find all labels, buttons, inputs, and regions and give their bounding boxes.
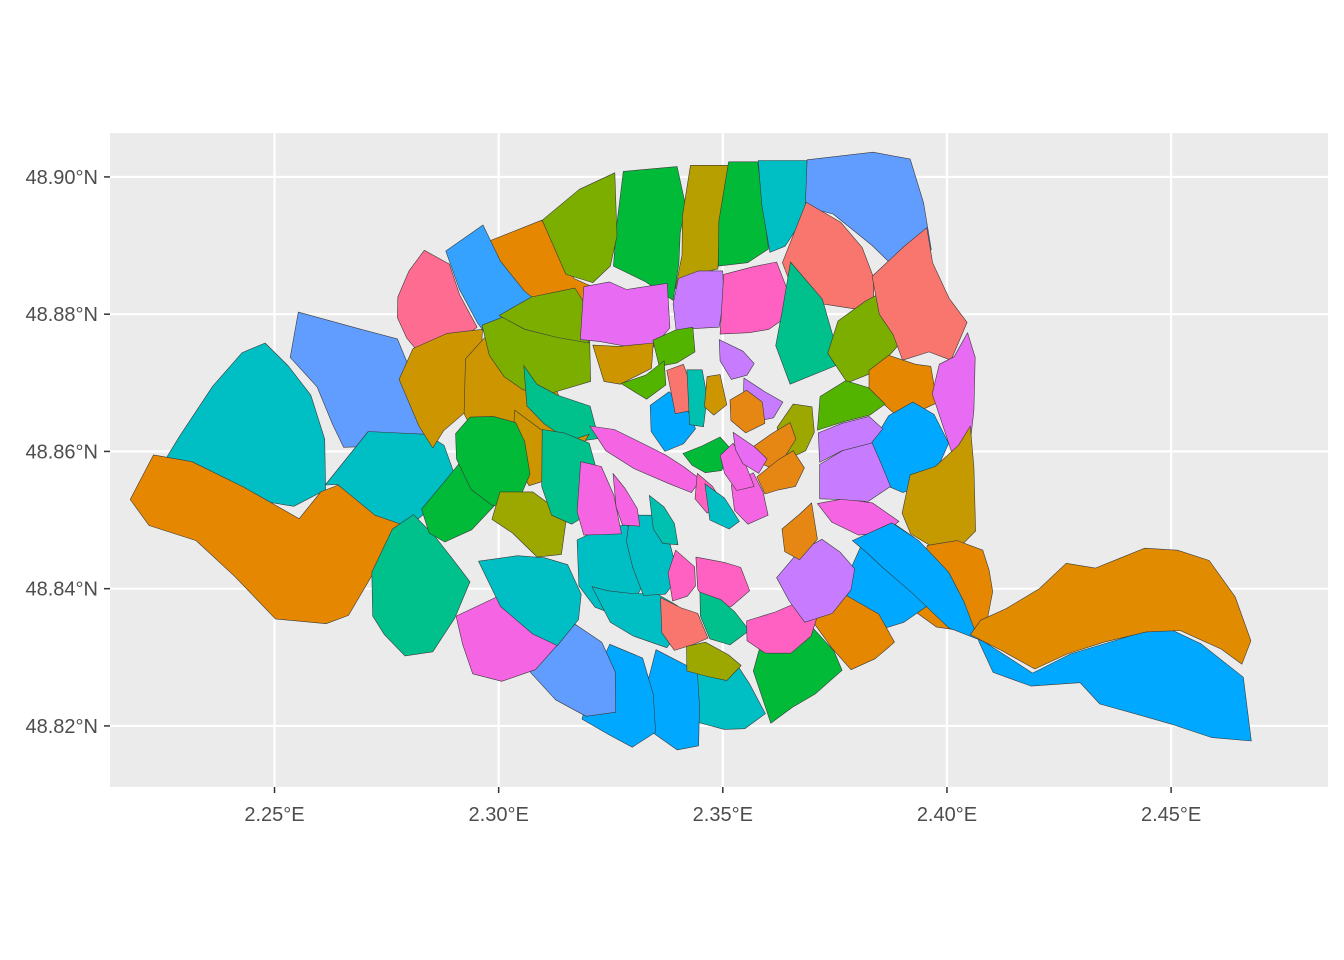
quartier-region-74 xyxy=(732,431,768,474)
quartier-region-77 xyxy=(592,342,654,385)
quartier-region-79 xyxy=(620,360,667,400)
y-tick-label: 48.82°N xyxy=(26,716,99,738)
y-tick-label: 48.86°N xyxy=(26,441,99,463)
quartier-region-64 xyxy=(781,502,818,561)
y-tick-label: 48.90°N xyxy=(26,167,99,189)
quartier-region-60 xyxy=(660,597,709,651)
quartier-region-44 xyxy=(478,555,582,646)
x-axis-ticks: 2.25°E 2.30°E 2.35°E 2.40°E 2.45°E xyxy=(244,787,1201,826)
quartier-region-83 xyxy=(729,389,766,434)
y-axis-ticks: 48.82°N 48.84°N 48.86°N 48.88°N 48.90°N xyxy=(26,167,110,738)
quartier-region-59 xyxy=(699,591,750,646)
quartier-region-28 xyxy=(931,332,976,454)
quartier-region-56 xyxy=(704,483,740,530)
x-tick-label: 2.35°E xyxy=(693,804,753,826)
x-tick-label: 2.40°E xyxy=(917,804,977,826)
quartier-region-76 xyxy=(718,339,755,380)
quartier-region-67 xyxy=(817,416,884,463)
quartier-region-71 xyxy=(756,450,805,495)
quartier-region-82 xyxy=(704,374,728,416)
quartier-region-26 xyxy=(871,227,968,361)
quartier-regions xyxy=(129,151,1252,751)
quartier-region-51 xyxy=(648,494,679,546)
y-tick-label: 48.84°N xyxy=(26,579,99,601)
quartier-region-49 xyxy=(576,461,622,536)
x-tick-label: 2.30°E xyxy=(469,804,529,826)
quartier-region-8 xyxy=(541,172,618,283)
quartier-region-50 xyxy=(612,473,641,527)
quartier-region-61 xyxy=(686,641,742,681)
quartier-region-85 xyxy=(969,547,1252,670)
quartier-region-73 xyxy=(719,442,755,491)
quartier-region-42 xyxy=(455,416,531,506)
quartier-region-30 xyxy=(901,425,976,548)
quartier-region-68 xyxy=(817,380,886,431)
quartier-region-43 xyxy=(491,491,567,558)
x-tick-label: 2.25°E xyxy=(244,804,304,826)
quartier-region-57 xyxy=(667,549,696,602)
quartier-region-81 xyxy=(686,369,708,428)
quartier-region-40 xyxy=(371,514,471,657)
quartier-region-84 xyxy=(852,522,1252,742)
x-tick-label: 2.45°E xyxy=(1141,804,1201,826)
quartier-region-22 xyxy=(672,270,725,331)
y-tick-label: 48.88°N xyxy=(26,304,99,326)
